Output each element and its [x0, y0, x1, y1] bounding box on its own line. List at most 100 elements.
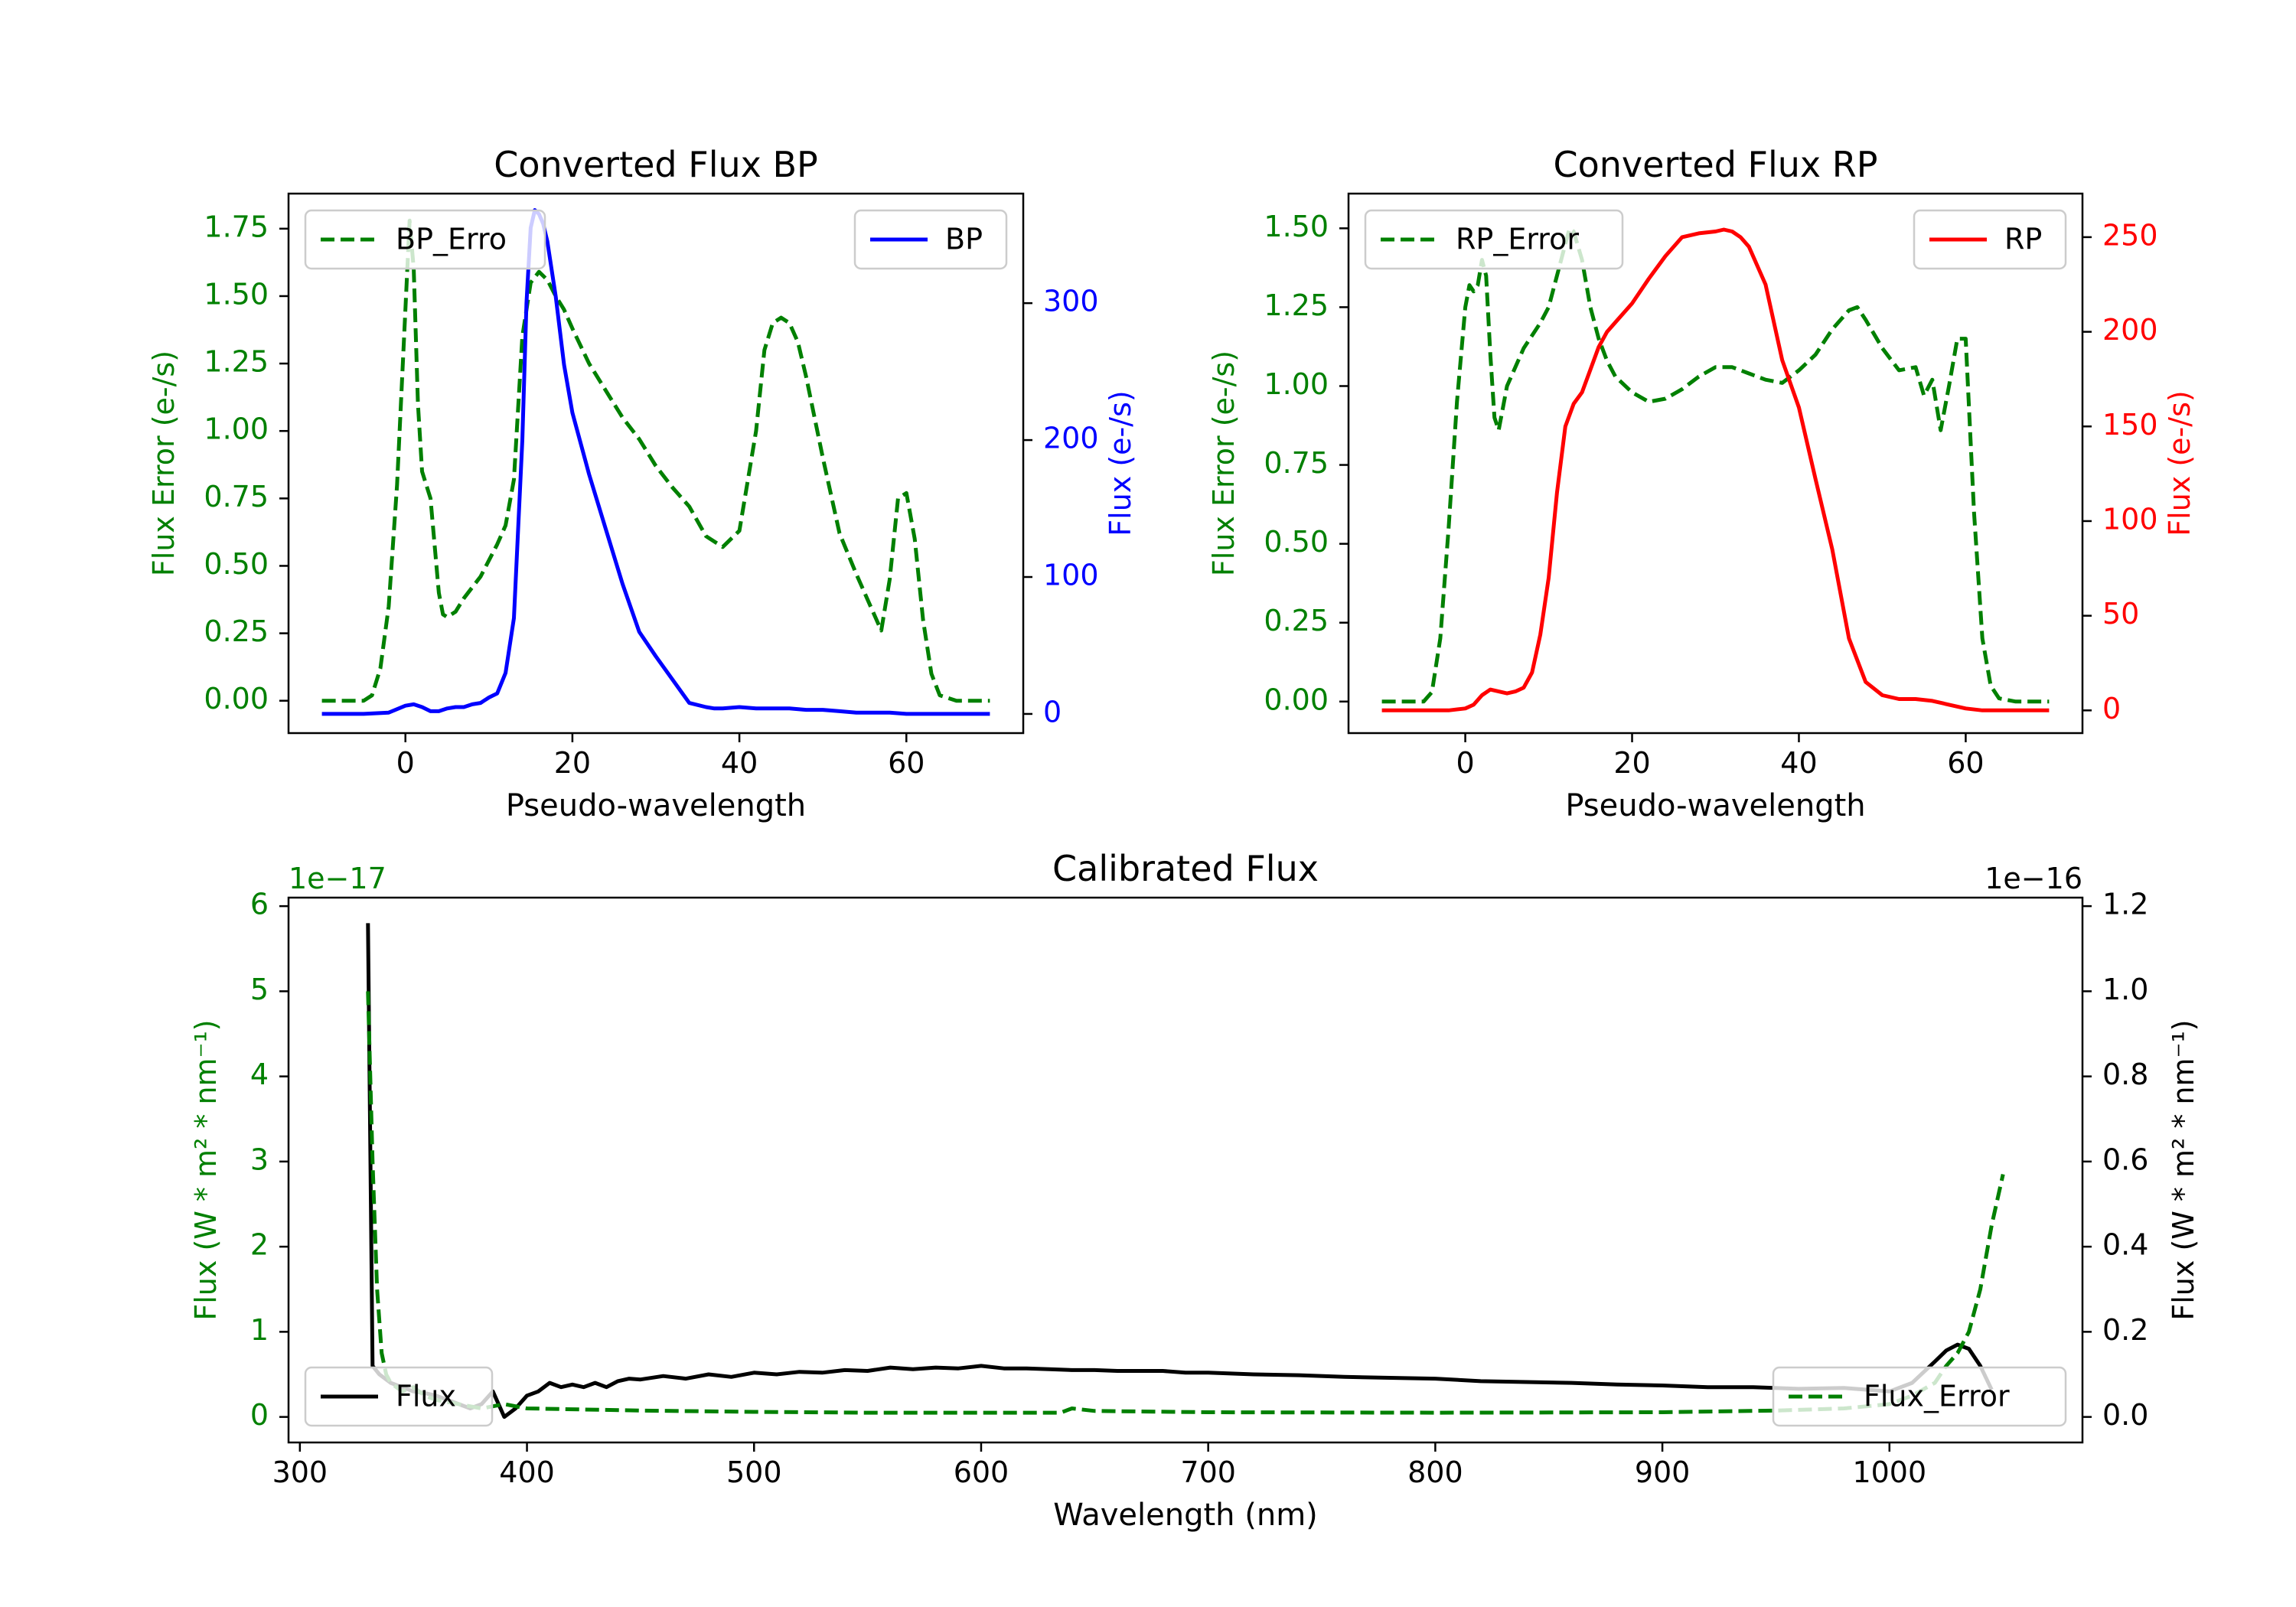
bp-frame — [287, 192, 1025, 735]
rp-ylabel-left: Flux Error (e-/s) — [1207, 350, 1241, 576]
bp-ytick-left-label: 0.00 — [204, 682, 269, 715]
rp-ytick-left-label: 0.50 — [1264, 525, 1329, 559]
cal-legend-flux-error: Flux_Error — [1772, 1366, 2067, 1427]
rp-ytick-right-label: 0 — [2102, 692, 2121, 725]
rp-frame — [1347, 192, 2084, 735]
cal-legend-flux: Flux — [304, 1366, 494, 1427]
cal-ytick-left-label: 1 — [250, 1313, 269, 1347]
bp-series-bp — [321, 208, 990, 716]
rp-ytick-right-label: 200 — [2102, 313, 2158, 347]
bp-xlabel: Pseudo-wavelength — [506, 788, 806, 823]
rp-ylabel-right: Flux (e-/s) — [2163, 390, 2197, 536]
rp-xtick-label: 20 — [1613, 746, 1650, 780]
cal-frame — [287, 896, 2084, 1444]
bp-ytick-left-label: 1.75 — [204, 210, 269, 243]
rp-xtick-label: 60 — [1947, 746, 1984, 780]
bp-legend-bp-erro: BP_Erro — [304, 209, 546, 270]
bp-xtick-label: 60 — [888, 746, 925, 780]
legend-box — [1772, 1366, 2067, 1427]
cal-ytick-left-label: 3 — [250, 1143, 269, 1176]
cal-ytick-left-label: 5 — [250, 973, 269, 1006]
bp-chart: Converted Flux BP 0 20 40 60 Pseudo-wavelengt… — [147, 144, 1137, 823]
legend-box — [853, 209, 1008, 270]
cal-ytick-left-label: 2 — [250, 1228, 269, 1262]
cal-offset-left: 1e−17 — [289, 862, 386, 895]
bp-legend-bp: BP — [853, 209, 1008, 270]
rp-ytick-left-label: 0.25 — [1264, 604, 1329, 637]
rp-ytick-left-label: 1.50 — [1264, 210, 1329, 243]
bp-xtick-label: 20 — [554, 746, 591, 780]
bp-ytick-left-label: 1.25 — [204, 345, 269, 379]
bp-ytick-left-label: 1.50 — [204, 277, 269, 311]
legend-box — [304, 209, 546, 270]
cal-ytick-right-label: 0.6 — [2102, 1143, 2148, 1176]
rp-ytick-right-label: 100 — [2102, 502, 2158, 536]
cal-ylabel-left: Flux (W * m² * nm⁻¹) — [189, 1019, 223, 1320]
cal-xtick-label: 400 — [499, 1455, 555, 1489]
rp-ytick-left-label: 0.00 — [1264, 683, 1329, 716]
cal-xtick-label: 700 — [1180, 1455, 1236, 1489]
cal-title: Calibrated Flux — [1052, 848, 1319, 889]
legend-box — [1364, 209, 1624, 270]
rp-ytick-right-label: 250 — [2102, 218, 2158, 252]
legend-box — [1913, 209, 2067, 270]
rp-ytick-right-label: 50 — [2102, 597, 2139, 631]
bp-ytick-right-label: 300 — [1043, 285, 1099, 318]
cal-ytick-right-label: 1.0 — [2102, 973, 2148, 1006]
cal-ytick-right-label: 0.2 — [2102, 1313, 2148, 1347]
legend-label: Flux — [396, 1380, 456, 1413]
cal-xtick-label: 1000 — [1852, 1455, 1926, 1489]
bp-xtick-label: 40 — [721, 746, 758, 780]
bp-ytick-right-label: 0 — [1043, 695, 1062, 729]
bp-ytick-right-label: 100 — [1043, 559, 1099, 592]
rp-xtick-label: 40 — [1780, 746, 1817, 780]
rp-ytick-left-label: 0.75 — [1264, 446, 1329, 480]
cal-xlabel: Wavelength (nm) — [1053, 1498, 1318, 1533]
cal-ytick-right-label: 0.4 — [2102, 1228, 2148, 1262]
bp-ytick-left-label: 0.75 — [204, 480, 269, 513]
legend-label: BP_Erro — [396, 223, 507, 256]
bp-xtick-label: 0 — [396, 746, 415, 780]
cal-xtick-label: 600 — [954, 1455, 1009, 1489]
rp-xtick-label: 0 — [1456, 746, 1474, 780]
bp-ytick-left-label: 0.50 — [204, 547, 269, 581]
bp-ylabel-left: Flux Error (e-/s) — [147, 350, 181, 576]
bp-ytick-left-label: 0.25 — [204, 614, 269, 648]
cal-xtick-label: 800 — [1407, 1455, 1463, 1489]
cal-xtick-label: 900 — [1635, 1455, 1691, 1489]
rp-legend-rp-error: RP_Error — [1364, 209, 1624, 270]
rp-title: Converted Flux RP — [1554, 144, 1878, 185]
cal-ytick-right-label: 1.2 — [2102, 888, 2148, 921]
rp-legend-rp: RP — [1913, 209, 2067, 270]
legend-label: RP_Error — [1456, 223, 1579, 256]
cal-ylabel-right: Flux (W * m² * nm⁻¹) — [2167, 1019, 2200, 1320]
cal-series-group — [366, 923, 2005, 1420]
rp-ytick-left-label: 1.25 — [1264, 288, 1329, 322]
cal-ytick-right-label: 0.0 — [2102, 1398, 2148, 1432]
cal-xtick-label: 300 — [272, 1455, 328, 1489]
cal-offset-right: 1e−16 — [1985, 862, 2082, 895]
cal-ytick-right-label: 0.8 — [2102, 1058, 2148, 1091]
bp-title: Converted Flux BP — [494, 144, 818, 185]
cal-ytick-left-label: 6 — [250, 888, 269, 921]
bp-ytick-left-label: 1.00 — [204, 412, 269, 446]
cal-xtick-label: 500 — [726, 1455, 782, 1489]
bp-ylabel-right: Flux (e-/s) — [1104, 390, 1137, 536]
bp-ytick-right-label: 200 — [1043, 422, 1099, 455]
legend-label: BP — [945, 223, 983, 256]
rp-series-rp-error — [1381, 226, 2050, 704]
bp-series-group — [321, 208, 990, 716]
bp-series-bp-error — [321, 218, 990, 703]
rp-series-rp — [1381, 227, 2050, 712]
rp-xlabel: Pseudo-wavelength — [1565, 788, 1865, 823]
rp-series-group — [1381, 226, 2050, 712]
cal-ytick-left-label: 4 — [250, 1058, 269, 1091]
cal-series-flux-error — [366, 991, 2005, 1415]
legend-label: RP — [2004, 223, 2042, 256]
cal-series-flux — [366, 923, 1994, 1420]
rp-ytick-right-label: 150 — [2102, 408, 2158, 442]
cal-ytick-left-label: 0 — [250, 1398, 269, 1432]
cal-chart: Calibrated Flux 300 400 500 600 700 800 900 1000… — [189, 848, 2200, 1533]
legend-label: Flux_Error — [1864, 1380, 2010, 1413]
